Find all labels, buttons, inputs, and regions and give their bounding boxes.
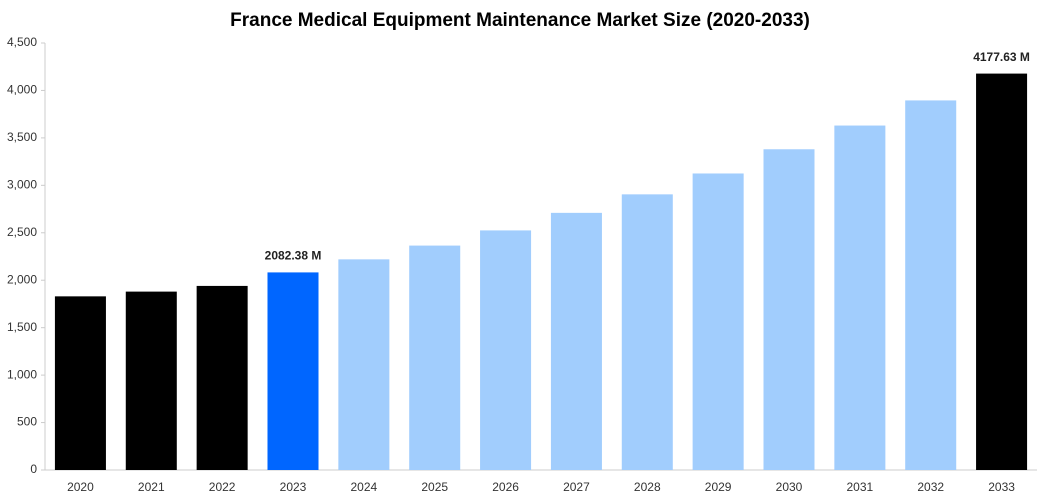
x-tick-label: 2029 bbox=[705, 480, 732, 494]
bar bbox=[409, 245, 461, 470]
y-tick-label: 4,500 bbox=[7, 35, 37, 49]
bar bbox=[480, 230, 532, 470]
y-tick-label: 3,500 bbox=[7, 130, 37, 144]
bar bbox=[905, 100, 957, 470]
y-tick-label: 4,000 bbox=[7, 83, 37, 97]
y-tick-label: 3,000 bbox=[7, 178, 37, 192]
value-label: 4177.63 M bbox=[973, 50, 1030, 64]
y-tick-label: 1,000 bbox=[7, 367, 37, 381]
value-label: 2082.38 M bbox=[265, 249, 322, 263]
x-tick-label: 2022 bbox=[209, 480, 236, 494]
bar bbox=[54, 296, 106, 470]
y-tick-label: 2,000 bbox=[7, 272, 37, 286]
x-tick-label: 2032 bbox=[917, 480, 944, 494]
y-tick-label: 2,500 bbox=[7, 225, 37, 239]
y-tick-label: 500 bbox=[17, 415, 37, 429]
x-tick-label: 2030 bbox=[776, 480, 803, 494]
x-tick-label: 2026 bbox=[492, 480, 519, 494]
bar bbox=[267, 272, 319, 470]
chart-title: France Medical Equipment Maintenance Mar… bbox=[230, 10, 810, 31]
y-tick-label: 1,500 bbox=[7, 320, 37, 334]
x-tick-label: 2025 bbox=[421, 480, 448, 494]
bar bbox=[834, 125, 886, 470]
bar bbox=[763, 149, 815, 470]
bar bbox=[692, 173, 744, 470]
x-tick-label: 2020 bbox=[67, 480, 94, 494]
bar bbox=[125, 291, 177, 470]
x-tick-label: 2028 bbox=[634, 480, 661, 494]
x-tick-label: 2031 bbox=[847, 480, 874, 494]
x-tick-label: 2033 bbox=[988, 480, 1015, 494]
x-tick-label: 2023 bbox=[280, 480, 307, 494]
x-tick-label: 2027 bbox=[563, 480, 590, 494]
bar bbox=[976, 73, 1028, 471]
bar bbox=[196, 285, 248, 470]
bar bbox=[621, 194, 673, 470]
x-tick-label: 2024 bbox=[351, 480, 378, 494]
x-tick-label: 2021 bbox=[138, 480, 165, 494]
y-tick-label: 0 bbox=[30, 462, 37, 476]
bar bbox=[338, 259, 390, 470]
bar bbox=[550, 212, 602, 470]
